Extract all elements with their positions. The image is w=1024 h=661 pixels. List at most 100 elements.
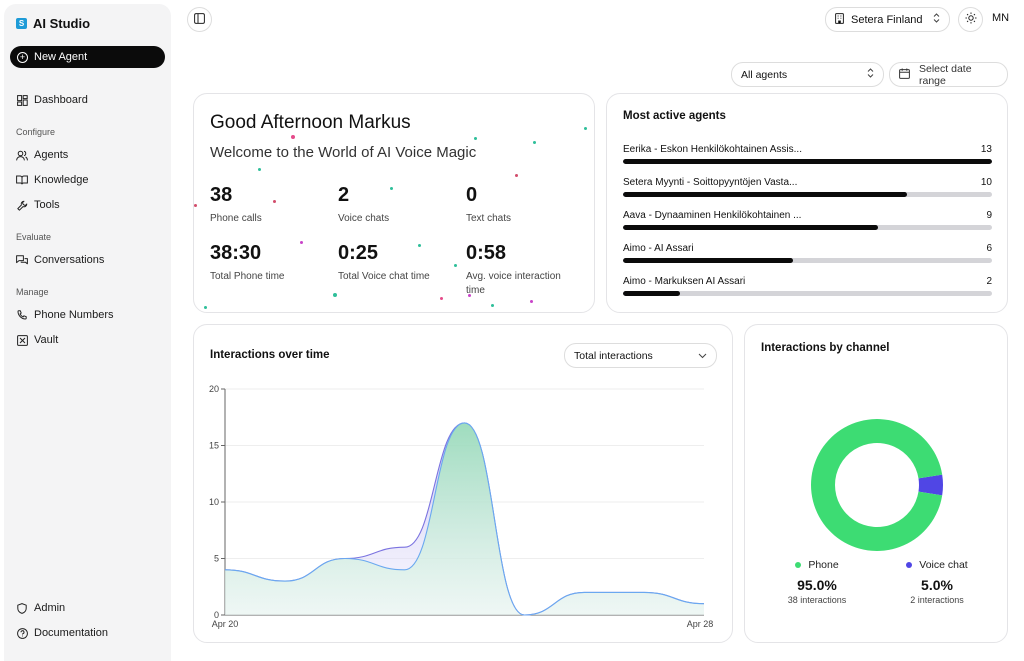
confetti-dot — [291, 135, 295, 139]
y-tick-label: 0 — [214, 610, 219, 620]
sidebar-item-label: Knowledge — [34, 174, 89, 186]
sidebar-toggle-button[interactable] — [187, 7, 212, 32]
wrench-icon — [16, 199, 28, 211]
agent-row[interactable]: Setera Myynti - Soittopyyntöjen Vasta...… — [623, 177, 992, 197]
greeting-card: Good Afternoon Markus Welcome to the Wor… — [193, 93, 595, 313]
sidebar-item-label: Agents — [34, 149, 69, 161]
brand[interactable]: S AI Studio — [16, 16, 90, 31]
agent-name: Aimo - Markuksen AI Assari — [623, 276, 746, 287]
confetti-dot — [474, 137, 477, 140]
sidebar-item-phone-numbers[interactable]: Phone Numbers — [16, 309, 114, 321]
sidebar-item-admin[interactable]: Admin — [16, 602, 65, 614]
confetti-dot — [204, 306, 207, 309]
sidebar-item-agents[interactable]: Agents — [16, 149, 68, 161]
y-tick-label: 20 — [209, 384, 219, 394]
sidebar-item-label: Documentation — [34, 627, 108, 639]
confetti-dot — [390, 187, 393, 190]
x-tick-label: Apr 20 — [212, 619, 239, 629]
agent-bar-track — [623, 225, 992, 230]
agent-count: 13 — [980, 144, 992, 155]
stat-value: 0:58 — [466, 242, 507, 264]
stat-label: Phone calls — [210, 213, 262, 224]
confetti-dot — [454, 264, 457, 267]
sidebar-item-vault[interactable]: Vault — [16, 334, 58, 346]
confetti-dot — [258, 168, 261, 171]
phone-legend-dot — [795, 562, 802, 568]
chart-metric-select[interactable]: Total interactions — [564, 343, 717, 368]
chevrons-up-down-icon — [867, 68, 874, 81]
vault-icon — [16, 334, 28, 346]
donut-slice-phone[interactable] — [811, 419, 943, 551]
stat-text-chats: 0 Text chats — [466, 184, 511, 226]
stat-value: 0 — [466, 184, 478, 206]
building-icon — [835, 12, 844, 27]
legend-label: Voice chat — [919, 559, 968, 571]
sidebar-item-knowledge[interactable]: Knowledge — [16, 174, 88, 186]
stat-label: Text chats — [466, 213, 512, 224]
stat-label: Voice chats — [338, 213, 390, 224]
agent-row[interactable]: Aimo - Markuksen AI Assari 2 — [623, 276, 992, 296]
agent-bar-fill — [623, 291, 680, 296]
sidebar-item-dashboard[interactable]: Dashboard — [16, 94, 88, 106]
agent-bar-fill — [623, 258, 794, 263]
confetti-dot — [530, 300, 533, 303]
panel-left-icon — [194, 11, 205, 29]
messages-icon — [16, 254, 28, 266]
agent-name: Setera Myynti - Soittopyyntöjen Vasta... — [623, 177, 798, 188]
legend-voice-chat: Voice chat 5.0% 2 interactions — [887, 559, 987, 605]
y-tick-label: 15 — [209, 441, 219, 451]
greeting-title: Good Afternoon Markus — [210, 112, 411, 133]
agent-row[interactable]: Aava - Dynaaminen Henkilökohtainen ... 9 — [623, 210, 992, 230]
help-circle-icon — [16, 627, 28, 639]
confetti-dot — [533, 141, 536, 144]
greeting-subtitle: Welcome to the World of AI Voice Magic — [210, 144, 477, 161]
legend-phone: Phone 95.0% 38 interactions — [767, 559, 867, 605]
agent-filter-select[interactable]: All agents — [731, 62, 884, 87]
agent-bar-track — [623, 159, 992, 164]
date-range-placeholder: Select date range — [919, 62, 972, 87]
sidebar-item-label: Dashboard — [34, 94, 88, 106]
shield-icon — [16, 602, 28, 614]
most-active-agents-card: Most active agents Eerika - Eskon Henkil… — [606, 93, 1008, 313]
sidebar-item-tools[interactable]: Tools — [16, 199, 60, 211]
organization-select[interactable]: Setera Finland — [825, 7, 950, 32]
sidebar-item-label: Phone Numbers — [34, 309, 114, 321]
agent-bar-fill — [623, 159, 992, 164]
brand-logo-icon: S — [16, 18, 27, 29]
stat-avg-voice-interaction-time: 0:58 Avg. voice interaction time — [466, 242, 576, 298]
new-agent-button[interactable]: + New Agent — [10, 46, 165, 68]
section-configure: Configure — [16, 127, 56, 137]
stat-value: 0:25 — [338, 242, 379, 264]
card-title: Interactions by channel — [761, 342, 890, 354]
donut-slice-voice-chat[interactable] — [918, 474, 943, 496]
dashboard-icon — [16, 94, 28, 106]
card-title: Most active agents — [623, 110, 726, 122]
stat-voice-chats: 2 Voice chats — [338, 184, 389, 226]
theme-toggle-button[interactable] — [958, 7, 983, 32]
sidebar-item-conversations[interactable]: Conversations — [16, 254, 104, 266]
sidebar-item-documentation[interactable]: Documentation — [16, 627, 108, 639]
confetti-dot — [300, 241, 303, 244]
confetti-dot — [418, 244, 421, 247]
legend-percent: 95.0% — [797, 577, 837, 593]
sidebar: S AI Studio + New Agent Dashboard Config… — [4, 4, 171, 661]
section-evaluate: Evaluate — [16, 232, 52, 242]
agent-row[interactable]: Eerika - Eskon Henkilökohtainen Assis...… — [623, 144, 992, 164]
agent-row[interactable]: Aimo - AI Assari 6 — [623, 243, 992, 263]
y-tick-label: 5 — [214, 554, 219, 564]
y-tick-label: 10 — [209, 497, 219, 507]
series-line-phone — [224, 422, 705, 616]
stat-label: Total Phone time — [210, 271, 285, 282]
chart-metric-value: Total interactions — [574, 349, 653, 362]
series-area-phone — [225, 422, 704, 615]
chevrons-up-down-icon — [933, 13, 940, 26]
stat-label: Avg. voice interaction time — [466, 271, 561, 296]
stat-value: 2 — [338, 184, 350, 206]
channel-donut-chart — [811, 419, 943, 551]
plus-circle-icon: + — [17, 51, 28, 63]
user-avatar[interactable]: MN — [992, 12, 1010, 24]
agent-bar-fill — [623, 225, 879, 230]
stat-phone-calls: 38 Phone calls — [210, 184, 262, 226]
agent-bar-track — [623, 192, 992, 197]
date-range-picker[interactable]: Select date range — [889, 62, 1008, 87]
